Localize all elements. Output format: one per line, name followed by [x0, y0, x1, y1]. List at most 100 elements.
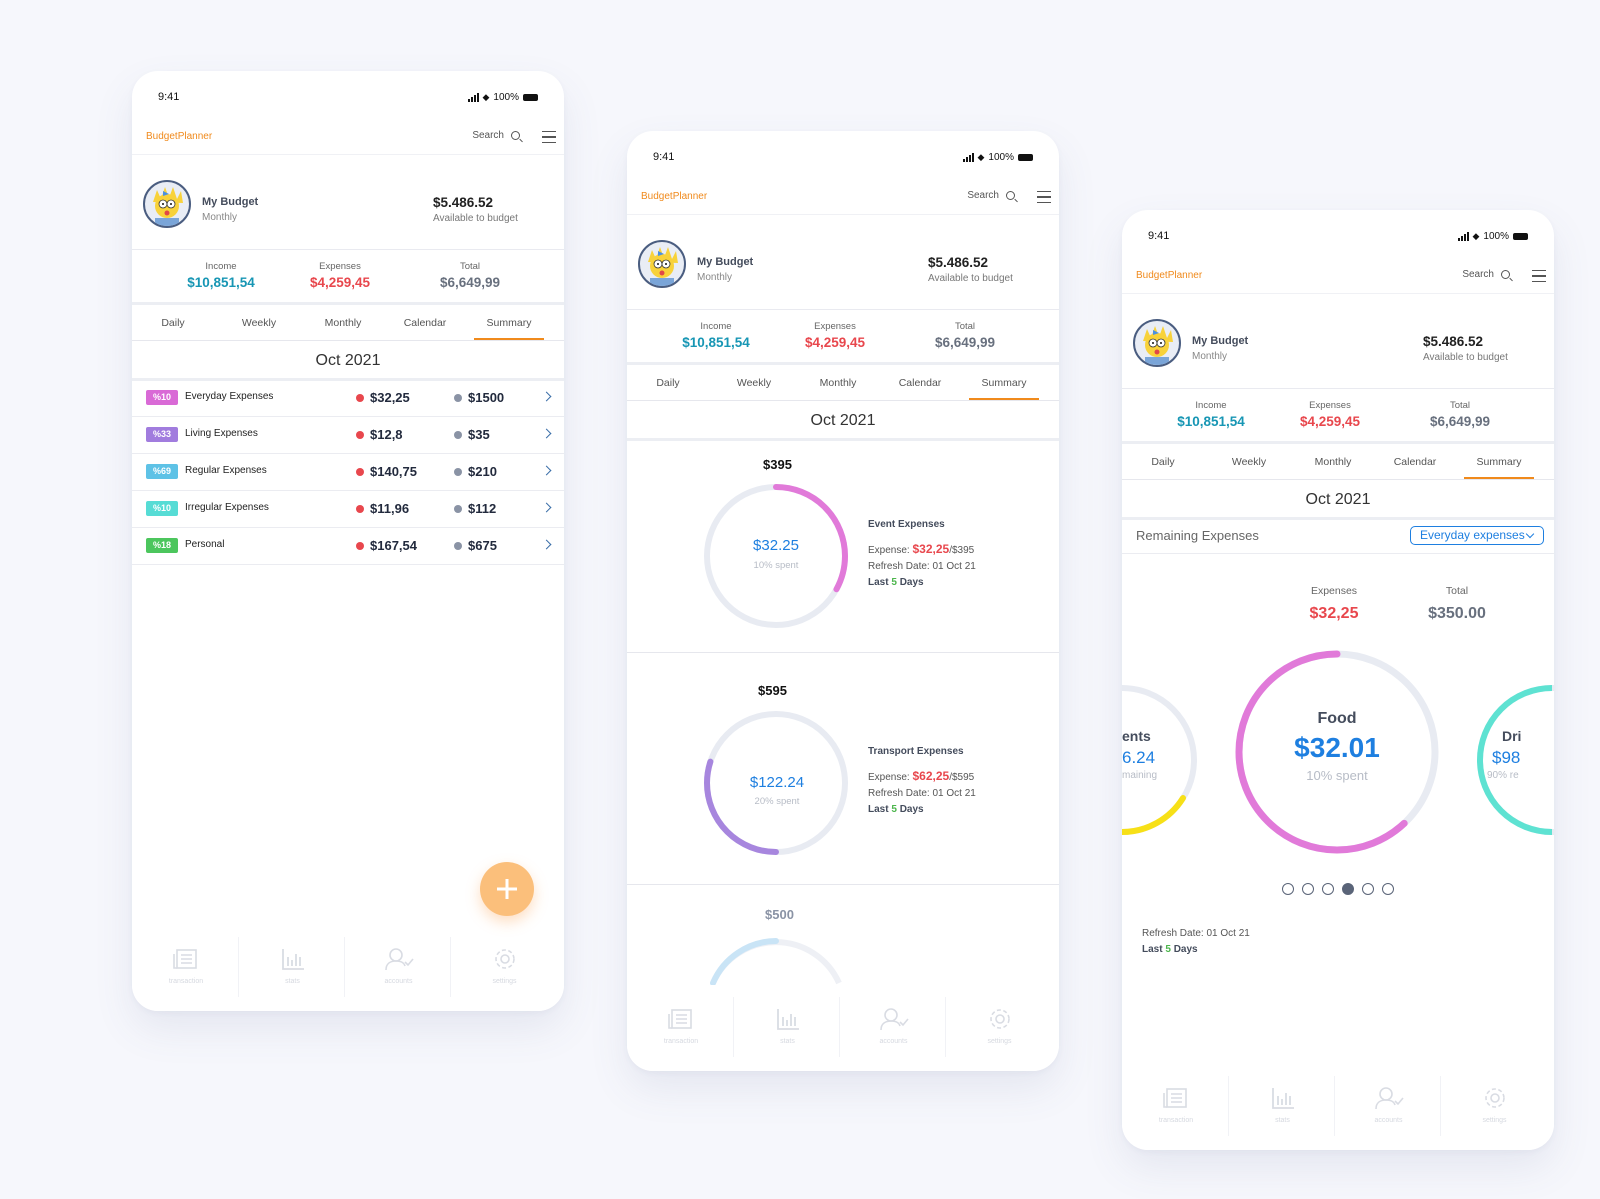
brand-logo[interactable]: BudgetPlanner — [641, 191, 708, 202]
available-amount: $5.486.52 — [433, 195, 494, 210]
search-icon — [1501, 270, 1510, 279]
income-value: $10,851,54 — [187, 275, 255, 290]
expense-label: Expense: — [868, 545, 910, 556]
brand-logo[interactable]: BudgetPlanner — [146, 131, 213, 142]
month-title[interactable]: Oct 2021 — [1122, 480, 1554, 520]
tab-monthly[interactable]: Monthly — [324, 317, 362, 329]
battery-icon — [1018, 153, 1033, 161]
carousel-ring-main[interactable] — [1232, 647, 1442, 857]
total-summary: Total $6,649,99 — [410, 261, 530, 290]
phone-screen-list: 9:41 ◆ 100% BudgetPlanner Search My Budge… — [132, 71, 564, 1011]
avatar[interactable] — [638, 240, 686, 288]
accounts-icon — [384, 948, 414, 971]
nav-accounts[interactable]: accounts — [344, 937, 452, 997]
total-label: Total — [459, 261, 481, 272]
budget-dot-icon — [454, 505, 462, 513]
list-item[interactable]: %33 Living Expenses $12,8 $35 — [132, 417, 564, 454]
list-item[interactable]: %18 Personal $167,54 $675 — [132, 528, 564, 565]
available-amount: $5.486.52 — [928, 255, 989, 270]
tab-daily[interactable]: Daily — [656, 377, 680, 389]
carousel-ring-prev[interactable] — [1122, 680, 1202, 840]
avatar[interactable] — [143, 180, 191, 228]
nav-settings[interactable]: settings — [1440, 1076, 1548, 1136]
nav-stats[interactable]: stats — [733, 997, 841, 1057]
add-transaction-button[interactable] — [480, 862, 534, 916]
nav-label: accounts — [879, 1038, 908, 1045]
gear-icon — [494, 949, 515, 969]
tab-daily[interactable]: Daily — [1151, 456, 1175, 468]
month-title[interactable]: Oct 2021 — [132, 341, 564, 381]
tab-calendar[interactable]: Calendar — [898, 377, 942, 389]
budget-card[interactable]: $500 — [627, 885, 1059, 1005]
page-dot[interactable] — [1362, 883, 1374, 895]
expenses-summary: Expenses $4,259,45 — [280, 261, 400, 290]
avatar[interactable] — [1133, 319, 1181, 367]
page-dot[interactable] — [1302, 883, 1314, 895]
remaining-expenses: Expenses $32,25 — [1274, 585, 1394, 623]
nav-transaction[interactable]: transaction — [132, 937, 240, 997]
accounts-icon — [1374, 1087, 1404, 1110]
chevron-right-icon[interactable] — [541, 391, 552, 402]
tab-weekly[interactable]: Weekly — [241, 317, 277, 329]
nav-stats[interactable]: stats — [238, 937, 346, 997]
budget-period: Monthly — [1192, 351, 1228, 362]
category-name: Irregular Expenses — [185, 502, 269, 513]
list-item[interactable]: %69 Regular Expenses $140,75 $210 — [132, 454, 564, 491]
expenses-value: $4,259,45 — [309, 275, 371, 290]
budget-value: $210 — [468, 464, 497, 479]
budget-dot-icon — [454, 431, 462, 439]
available-amount: $5.486.52 — [1423, 334, 1484, 349]
last-days: 5 — [1165, 944, 1171, 955]
page-dot[interactable] — [1382, 883, 1394, 895]
tab-weekly[interactable]: Weekly — [736, 377, 772, 389]
carousel-ring-next[interactable] — [1472, 680, 1554, 840]
chevron-right-icon[interactable] — [541, 465, 552, 476]
chevron-right-icon[interactable] — [541, 502, 552, 513]
month-title[interactable]: Oct 2021 — [627, 401, 1059, 441]
menu-icon[interactable] — [1037, 191, 1051, 203]
nav-accounts[interactable]: accounts — [839, 997, 947, 1057]
nav-accounts[interactable]: accounts — [1334, 1076, 1442, 1136]
search-button[interactable]: Search — [967, 190, 1015, 201]
tab-daily[interactable]: Daily — [161, 317, 185, 329]
tab-monthly[interactable]: Monthly — [1314, 456, 1352, 468]
nav-transaction[interactable]: transaction — [627, 997, 735, 1057]
tab-summary[interactable]: Summary — [1464, 456, 1534, 479]
list-item[interactable]: %10 Everyday Expenses $32,25 $1500 — [132, 380, 564, 417]
search-button[interactable]: Search — [472, 130, 520, 141]
budget-name: My Budget — [202, 196, 259, 208]
expenses-label: Expenses — [814, 321, 856, 332]
chevron-right-icon[interactable] — [541, 539, 552, 550]
tab-weekly[interactable]: Weekly — [1231, 456, 1267, 468]
nav-stats[interactable]: stats — [1228, 1076, 1336, 1136]
remaining-expenses-label: Expenses — [1310, 585, 1358, 597]
list-item[interactable]: %10 Irregular Expenses $11,96 $112 — [132, 491, 564, 528]
page-dot[interactable] — [1322, 883, 1334, 895]
tab-summary[interactable]: Summary — [474, 317, 544, 340]
page-dot[interactable] — [1282, 883, 1294, 895]
budget-card[interactable]: $595 $122.24 20% spent Transport Expense… — [627, 653, 1059, 885]
tab-calendar[interactable]: Calendar — [403, 317, 447, 329]
search-button[interactable]: Search — [1462, 269, 1510, 280]
tab-monthly[interactable]: Monthly — [819, 377, 857, 389]
nav-transaction[interactable]: transaction — [1122, 1076, 1230, 1136]
brand-logo[interactable]: BudgetPlanner — [1136, 270, 1203, 281]
chevron-right-icon[interactable] — [541, 428, 552, 439]
status-time: 9:41 — [1148, 230, 1170, 242]
remaining-header: Remaining Expenses Everyday expenses — [1122, 518, 1554, 554]
tab-summary[interactable]: Summary — [969, 377, 1039, 400]
menu-icon[interactable] — [1532, 270, 1546, 282]
spent-value: $32,25 — [370, 390, 410, 405]
nav-settings[interactable]: settings — [945, 997, 1053, 1057]
card-details: Event Expenses Expense: $32,25/$395 Refr… — [868, 517, 976, 591]
tab-calendar[interactable]: Calendar — [1393, 456, 1437, 468]
signal-icon — [962, 152, 974, 162]
budget-card[interactable]: $395 $32.25 10% spent Event Expenses Exp… — [627, 441, 1059, 653]
nav-label: settings — [1482, 1117, 1507, 1124]
nav-settings[interactable]: settings — [450, 937, 558, 997]
percent-badge: %18 — [146, 538, 178, 553]
available-label: Available to budget — [433, 213, 518, 224]
category-select[interactable]: Everyday expenses — [1410, 526, 1544, 545]
menu-icon[interactable] — [542, 131, 556, 143]
page-dot-active[interactable] — [1342, 883, 1354, 895]
